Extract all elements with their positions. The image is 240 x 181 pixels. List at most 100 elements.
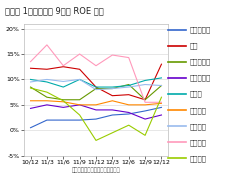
協和キリン xyxy=(111,114,114,116)
Text: 塩野義: 塩野義 xyxy=(190,91,202,97)
第一三共 xyxy=(29,87,32,89)
中外製薬 xyxy=(127,86,130,88)
武田 xyxy=(78,68,81,70)
Line: 中外製薬: 中外製薬 xyxy=(30,79,162,90)
第一三共 xyxy=(95,139,97,142)
大日本住友 xyxy=(127,111,130,113)
中外製薬 xyxy=(95,89,97,91)
協和キリン xyxy=(62,119,65,121)
Text: 中外製薬: 中外製薬 xyxy=(190,123,207,130)
協和キリン xyxy=(29,127,32,129)
田辺三菱 xyxy=(95,104,97,106)
エーザイ xyxy=(78,53,81,55)
武田 xyxy=(29,67,32,69)
Line: アステラス: アステラス xyxy=(30,85,162,100)
アステラス xyxy=(95,87,97,90)
Text: 協和キリン: 協和キリン xyxy=(190,26,211,33)
田辺三菱 xyxy=(127,104,130,106)
アステラス xyxy=(111,87,114,90)
Line: 塩野義: 塩野義 xyxy=(30,78,162,87)
塩野義 xyxy=(160,77,163,79)
協和キリン xyxy=(144,110,147,112)
中外製薬 xyxy=(29,81,32,83)
第一三共 xyxy=(160,96,163,98)
第一三共 xyxy=(62,100,65,102)
Text: 大日本住友: 大日本住友 xyxy=(190,75,211,81)
協和キリン xyxy=(160,106,163,108)
エーザイ xyxy=(29,61,32,63)
武田 xyxy=(111,95,114,97)
エーザイ xyxy=(45,44,48,46)
大日本住友 xyxy=(45,104,48,106)
エーザイ xyxy=(144,101,147,103)
協和キリン xyxy=(127,113,130,115)
エーザイ xyxy=(127,56,130,59)
Text: 第一三共: 第一三共 xyxy=(190,155,207,162)
第一三共 xyxy=(111,132,114,134)
Line: 大日本住友: 大日本住友 xyxy=(30,105,162,119)
アステラス xyxy=(127,83,130,86)
中外製薬 xyxy=(45,78,48,81)
塩野義 xyxy=(95,86,97,88)
田辺三菱 xyxy=(45,100,48,102)
大日本住友 xyxy=(29,107,32,110)
中外製薬 xyxy=(111,87,114,90)
田辺三菱 xyxy=(111,100,114,102)
武田 xyxy=(127,94,130,96)
田辺三菱 xyxy=(62,101,65,103)
Text: エーザイ: エーザイ xyxy=(190,139,207,146)
Line: 協和キリン: 協和キリン xyxy=(30,107,162,128)
第一三共 xyxy=(45,91,48,93)
アステラス xyxy=(29,86,32,88)
エーザイ xyxy=(95,65,97,67)
アステラス xyxy=(160,85,163,87)
田辺三菱 xyxy=(78,104,81,106)
大日本住友 xyxy=(95,109,97,111)
アステラス xyxy=(45,96,48,98)
田辺三菱 xyxy=(160,102,163,104)
Line: 武田: 武田 xyxy=(30,64,162,100)
中外製薬 xyxy=(144,83,147,86)
塩野義 xyxy=(45,81,48,83)
塩野義 xyxy=(62,86,65,88)
武田 xyxy=(62,66,65,68)
第一三共 xyxy=(144,134,147,136)
Text: アステラス: アステラス xyxy=(190,59,211,65)
アステラス xyxy=(78,99,81,101)
エーザイ xyxy=(62,65,65,67)
大日本住友 xyxy=(78,104,81,106)
アステラス xyxy=(144,99,147,101)
塩野義 xyxy=(78,78,81,81)
Line: エーザイ: エーザイ xyxy=(30,45,162,102)
塩野義 xyxy=(127,85,130,87)
大日本住友 xyxy=(111,109,114,111)
塩野義 xyxy=(144,79,147,81)
協和キリン xyxy=(45,119,48,121)
田辺三菱 xyxy=(29,100,32,102)
武田 xyxy=(45,68,48,70)
武田 xyxy=(160,63,163,65)
中外製薬 xyxy=(62,80,65,83)
大日本住友 xyxy=(62,106,65,108)
Line: 田辺三菱: 田辺三菱 xyxy=(30,101,162,105)
アステラス xyxy=(62,99,65,101)
武田 xyxy=(144,99,147,101)
中外製薬 xyxy=(160,85,163,87)
エーザイ xyxy=(160,101,163,103)
中外製薬 xyxy=(78,78,81,81)
エーザイ xyxy=(111,54,114,56)
大日本住友 xyxy=(144,118,147,120)
大日本住友 xyxy=(160,114,163,116)
田辺三菱 xyxy=(144,104,147,106)
協和キリン xyxy=(78,119,81,121)
Text: 制作著作：高田直男＠公認会計士: 制作著作：高田直男＠公認会計士 xyxy=(72,167,120,173)
第一三共 xyxy=(127,124,130,126)
武田 xyxy=(95,86,97,88)
Text: 武田: 武田 xyxy=(190,43,198,49)
協和キリン xyxy=(95,118,97,120)
第一三共 xyxy=(78,114,81,116)
Text: 『図表 1』製薬会社 9社の ROE 推移: 『図表 1』製薬会社 9社の ROE 推移 xyxy=(5,6,103,15)
Line: 第一三共: 第一三共 xyxy=(30,88,162,140)
塩野義 xyxy=(111,86,114,88)
Text: 田辺三菱: 田辺三菱 xyxy=(190,107,207,113)
